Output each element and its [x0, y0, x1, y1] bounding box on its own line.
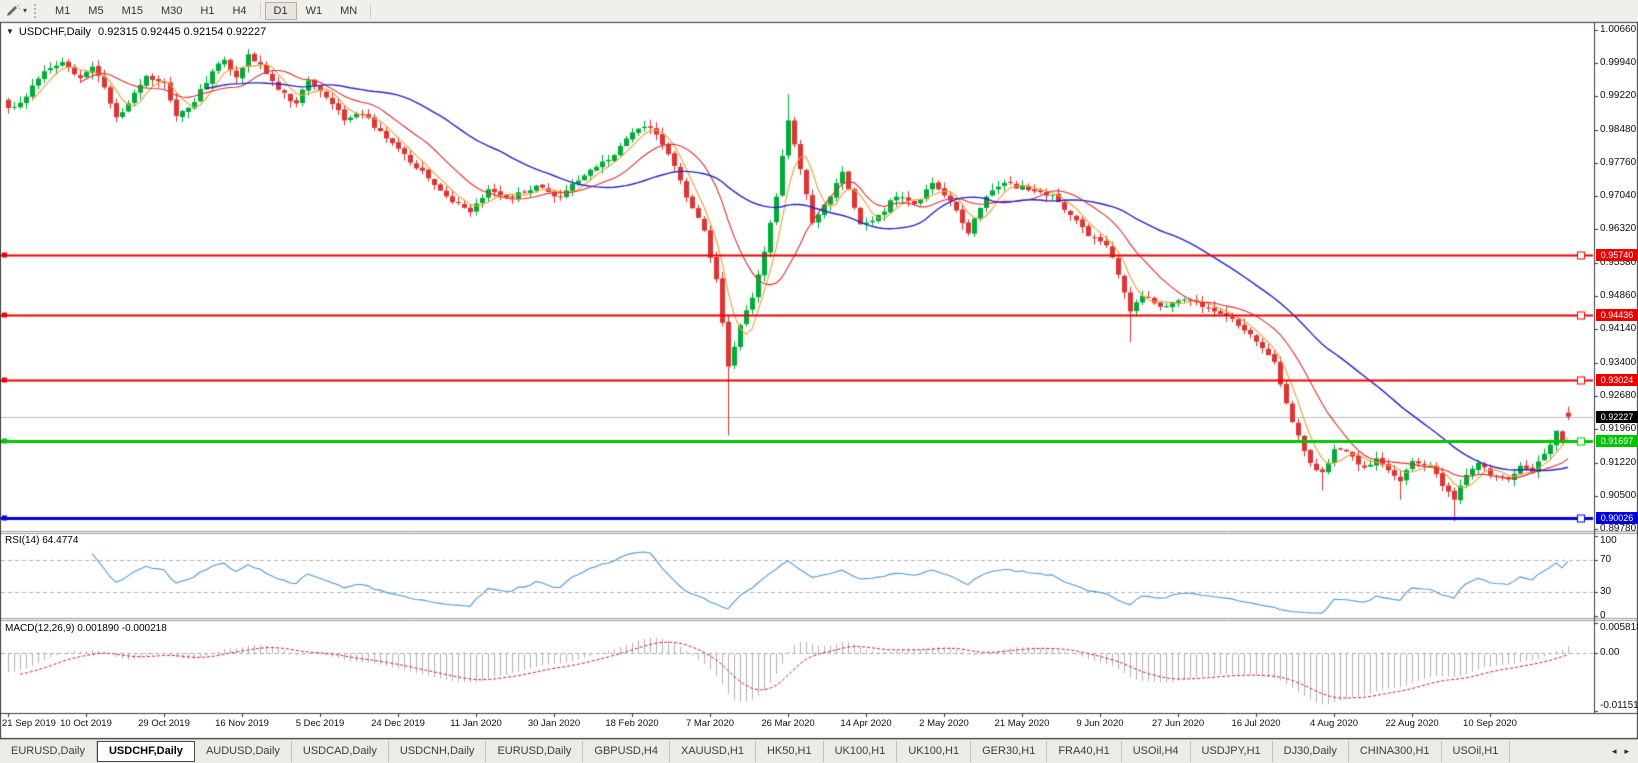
date-axis-label: 4 Aug 2020: [1309, 718, 1359, 729]
price-axis-label: 0.93400: [1600, 356, 1637, 368]
chart-tab-usoil-h1[interactable]: USOil,H1: [1442, 741, 1511, 762]
price-axis-label: 0.99220: [1600, 89, 1637, 101]
chart-tab-fra40-h1[interactable]: FRA40,H1: [1047, 741, 1122, 762]
price-axis-label: 0.99940: [1600, 56, 1637, 68]
date-axis-label: 2 May 2020: [919, 718, 969, 729]
tab-scroll-right-icon[interactable]: ▸: [1624, 746, 1629, 756]
rsi-indicator-label: RSI(14) 64.4774: [5, 535, 79, 546]
tab-scroll-buttons: ◂ ▸: [1603, 746, 1638, 757]
price-axis-label: 0.98480: [1600, 123, 1637, 135]
chart-tab-usdcad-daily[interactable]: USDCAD,Daily: [292, 741, 389, 762]
macd-axis-label: -0.011514: [1600, 700, 1638, 711]
date-axis-label: 18 Feb 2020: [605, 718, 659, 729]
chart-collapse-icon[interactable]: ▼: [6, 27, 14, 36]
timeframe-button-h1[interactable]: H1: [191, 2, 223, 20]
macd-axis-label: 0.00: [1600, 646, 1620, 658]
price-line-tag[interactable]: 0.94436: [1596, 309, 1638, 322]
price-axis-label: 0.91960: [1600, 422, 1637, 434]
toolbar: ▾ M1 M5 M15 M30 H1 H4 D1 W1 MN: [0, 0, 1638, 22]
toolbar-separator: [370, 3, 372, 18]
price-line-tag[interactable]: 0.93024: [1596, 374, 1638, 387]
date-axis-label: 9 Jun 2020: [1076, 718, 1124, 729]
current-price-tag: 0.92227: [1596, 410, 1638, 423]
date-axis-label: 21 May 2020: [994, 718, 1050, 729]
macd-axis-label: 0.005818: [1600, 622, 1638, 633]
price-line-tag[interactable]: 0.95740: [1596, 249, 1638, 262]
chart-tab-usdjpy-h1[interactable]: USDJPY,H1: [1191, 741, 1273, 762]
chart-tab-hk50-h1[interactable]: HK50,H1: [756, 741, 824, 762]
draw-cursor-icon[interactable]: [5, 4, 20, 18]
timeframe-button-d1[interactable]: D1: [264, 1, 297, 20]
price-axis-label: 0.94140: [1600, 322, 1637, 334]
chart-tab-dj30-daily[interactable]: DJ30,Daily: [1273, 741, 1349, 762]
chart-title: ▼ USDCHF,Daily 0.92315 0.92445 0.92154 0.9…: [6, 26, 266, 38]
timeframe-button-m5[interactable]: M5: [79, 2, 112, 20]
chart-tab-ger30-h1[interactable]: GER30,H1: [971, 741, 1048, 762]
price-axis-label: 0.89780: [1600, 523, 1637, 535]
chart-ohlc-values: 0.92315 0.92445 0.92154 0.92227: [98, 26, 267, 38]
date-axis-label: 24 Dec 2019: [371, 718, 425, 729]
price-axis-label: 0.97760: [1600, 156, 1637, 168]
date-axis-label: 29 Oct 2019: [138, 718, 190, 729]
timeframe-button-w1[interactable]: W1: [297, 2, 332, 20]
date-axis-label: 16 Jul 2020: [1231, 718, 1281, 729]
date-axis-label: 22 Aug 2020: [1385, 718, 1439, 729]
chart-tab-bar: EURUSD,Daily USDCHF,Daily AUDUSD,Daily USDC…: [0, 739, 1638, 763]
chart-tab-usoil-h4[interactable]: USOil,H4: [1122, 741, 1191, 762]
timeframe-button-m30[interactable]: M30: [152, 2, 191, 20]
chart-tab-eurusd-daily[interactable]: EURUSD,Daily: [0, 741, 97, 762]
chart-tab-xauusd-h1[interactable]: XAUUSD,H1: [670, 741, 756, 762]
price-axis-label: 0.97040: [1600, 189, 1637, 201]
price-axis-label: 0.90500: [1600, 490, 1637, 502]
timeframe-button-mn[interactable]: MN: [331, 2, 366, 20]
chart-tab-uk100-h1[interactable]: UK100,H1: [824, 741, 898, 762]
timeframe-button-m15[interactable]: M15: [113, 2, 152, 20]
chart-tab-china300-h1[interactable]: CHINA300,H1: [1349, 741, 1442, 762]
date-axis-label: 10 Oct 2019: [60, 718, 112, 729]
rsi-axis-label: 30: [1600, 586, 1612, 597]
timeframe-button-m1[interactable]: M1: [46, 2, 79, 20]
chart-tab-eurusd-daily[interactable]: EURUSD,Daily: [486, 741, 584, 762]
date-axis-label: 5 Dec 2019: [295, 718, 345, 729]
date-axis-label: 27 Jun 2020: [1151, 718, 1205, 729]
rsi-axis-label: 70: [1600, 554, 1612, 565]
date-axis-label: 30 Jan 2020: [527, 718, 581, 729]
date-axis-label: 26 Mar 2020: [761, 718, 815, 729]
chart-tab-usdcnh-daily[interactable]: USDCNH,Daily: [389, 741, 487, 762]
price-axis-label: 1.00660: [1600, 23, 1637, 35]
macd-indicator-label: MACD(12,26,9) 0.001890 -0.000218: [5, 623, 167, 634]
price-line-tag[interactable]: 0.91697: [1596, 435, 1638, 448]
price-line-tag[interactable]: 0.90026: [1596, 511, 1638, 524]
date-axis-label: 16 Nov 2019: [215, 718, 269, 729]
date-axis-label: 10 Sep 2020: [1463, 718, 1517, 729]
timeframe-button-h4[interactable]: H4: [223, 2, 255, 20]
rsi-axis-label: 100: [1600, 535, 1617, 546]
chart-tab-uk100-h1[interactable]: UK100,H1: [897, 741, 972, 762]
timeframe-buttons: M1 M5 M15 M30 H1 H4 D1 W1 MN: [46, 1, 375, 20]
tool-dropdown-icon[interactable]: ▾: [23, 6, 28, 15]
tab-scroll-left-icon[interactable]: ◂: [1611, 746, 1617, 756]
price-axis-label: 0.94860: [1600, 289, 1637, 301]
toolbar-separator: [259, 3, 261, 18]
date-axis-label: 21 Sep 2019: [2, 718, 56, 729]
chart-tab-usdchf-daily[interactable]: USDCHF,Daily: [96, 741, 195, 762]
chart-tab-audusd-daily[interactable]: AUDUSD,Daily: [195, 741, 292, 762]
toolbar-grip-handle[interactable]: [34, 3, 39, 18]
price-axis-label: 0.95580: [1600, 256, 1637, 268]
price-axis-label: 0.92680: [1600, 389, 1637, 401]
date-axis-label: 7 Mar 2020: [685, 718, 735, 729]
date-axis-label: 14 Apr 2020: [840, 718, 892, 729]
rsi-axis-label: 0: [1600, 610, 1606, 621]
price-axis-label: 0.91220: [1600, 456, 1637, 468]
chart-tab-gbpusd-h4[interactable]: GBPUSD,H4: [583, 741, 670, 762]
price-axis-label: 0.96320: [1600, 222, 1637, 234]
date-axis-label: 11 Jan 2020: [450, 718, 502, 729]
chart-symbol-period: USDCHF,Daily: [18, 26, 92, 38]
